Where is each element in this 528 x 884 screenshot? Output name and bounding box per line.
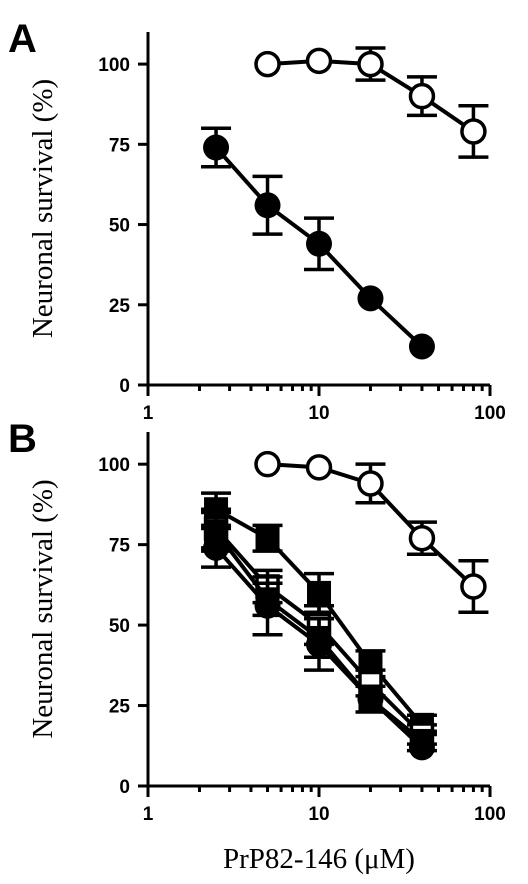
data-point <box>306 230 332 257</box>
x-tick-label: 100 <box>474 804 506 825</box>
series-1 <box>201 126 435 360</box>
x-tick-label: 10 <box>308 804 329 825</box>
x-tick-label: 10 <box>308 403 329 424</box>
series-4 <box>201 526 435 761</box>
data-point <box>357 686 384 713</box>
y-tick-label: 0 <box>119 376 130 397</box>
panel-letter: A <box>8 17 37 61</box>
data-point <box>305 47 333 75</box>
y-tick-label: 100 <box>98 455 130 476</box>
data-point <box>305 454 333 481</box>
panel-b: B 0 25 50 75 100 1 10 100 Neuronal survival (%) Pr… <box>8 417 506 875</box>
data-point <box>254 592 281 619</box>
y-tick-label: 75 <box>109 135 131 156</box>
data-point <box>254 450 281 478</box>
data-point <box>408 333 435 360</box>
data-point <box>306 631 332 658</box>
data-point <box>254 192 281 219</box>
panel-letter: B <box>8 417 37 461</box>
y-axis-title: Neuronal survival (%) <box>27 79 59 338</box>
data-point <box>460 118 487 145</box>
data-point <box>357 50 384 78</box>
y-tick-label: 100 <box>98 55 130 76</box>
panel-a: A 0 25 50 75 100 1 10 100 Neuronal survival (%) <box>8 17 506 424</box>
data-point <box>357 470 384 497</box>
y-axis-title: Neuronal survival (%) <box>27 479 59 738</box>
y-tick-label: 50 <box>109 616 130 637</box>
data-point <box>357 285 384 312</box>
y-tick-label: 75 <box>109 536 131 557</box>
x-tick-label: 100 <box>474 403 506 424</box>
data-point <box>408 734 435 761</box>
series-0 <box>254 46 489 159</box>
y-tick-label: 25 <box>109 296 131 317</box>
data-point <box>203 134 230 161</box>
data-point <box>254 50 281 78</box>
data-point <box>408 82 436 110</box>
data-point <box>460 573 487 600</box>
x-tick-label: 1 <box>143 804 154 825</box>
y-tick-label: 0 <box>119 777 130 798</box>
x-axis-title: PrP82-146 (μM) <box>223 843 415 875</box>
x-tick-label: 1 <box>143 403 154 424</box>
y-tick-label: 50 <box>109 216 130 237</box>
data-point <box>307 580 331 605</box>
data-point <box>203 534 230 561</box>
data-point <box>408 524 436 552</box>
y-tick-label: 25 <box>109 697 131 718</box>
series-0 <box>254 450 489 614</box>
data-point <box>255 526 280 551</box>
